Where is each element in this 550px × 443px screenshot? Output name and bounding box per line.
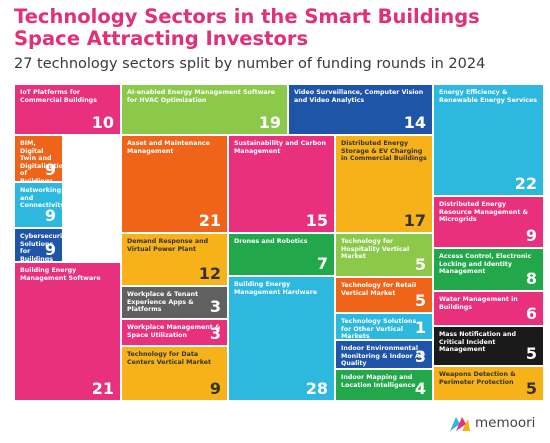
tile-label: Drones and Robotics bbox=[234, 238, 308, 245]
tile-value: 3 bbox=[414, 347, 426, 366]
treemap-tile-distributed-energy-resource-management-and-microgrids: Distributed Energy Resource Management &… bbox=[433, 196, 544, 248]
tile-label: Access Control, Electronic Locking and I… bbox=[439, 253, 532, 276]
tile-value: 9 bbox=[209, 379, 221, 398]
tile-value: 19 bbox=[258, 113, 281, 132]
treemap-tile-demand-response-and-virtual-power-plant: Demand Response and Virtual Power Plant 1… bbox=[121, 233, 228, 286]
tile-value: 5 bbox=[414, 291, 426, 310]
treemap-tile-technology-solutions-for-other-vertical-markets: Technology Solutions for Other Vertical … bbox=[335, 313, 433, 340]
chart-subtitle: 27 technology sectors split by number of… bbox=[14, 56, 486, 72]
tile-label: Mass Notification and Critical Incident … bbox=[439, 331, 517, 354]
treemap-tile-indoor-environmental-monitoring-and-indoor-air-quality: Indoor Environmental Monitoring & Indoor… bbox=[335, 340, 433, 369]
tile-label: Energy Efficiency & Renewable Energy Ser… bbox=[439, 89, 537, 104]
tile-value: 9 bbox=[44, 160, 56, 179]
treemap-tile-workplace-and-tenant-experience-apps-and-platforms: Workplace & Tenant Experience Apps & Pla… bbox=[121, 286, 228, 319]
tile-value: 22 bbox=[514, 174, 537, 193]
tile-value: 3 bbox=[209, 324, 221, 343]
tile-label: Technology for Data Centers Vertical Mar… bbox=[127, 351, 212, 366]
tile-value: 9 bbox=[44, 240, 56, 259]
tile-value: 10 bbox=[91, 113, 114, 132]
treemap-tile-networking-and-connectivity: Networking and Connectivity 9 bbox=[14, 182, 63, 228]
tile-label: Workplace & Tenant Experience Apps & Pla… bbox=[127, 291, 199, 314]
tile-label: BIM, Digital Twin and Digitalization of … bbox=[20, 140, 63, 182]
tile-label: Technology Solutions for Other Vertical … bbox=[341, 318, 417, 340]
tile-value: 12 bbox=[198, 264, 221, 283]
tile-label: Indoor Mapping and Location Intelligence bbox=[341, 374, 416, 389]
tile-label: Networking and Connectivity bbox=[20, 187, 63, 210]
tile-value: 14 bbox=[403, 113, 426, 132]
treemap-tile-bim-digital-twin-and-digitalization-of-buildings: BIM, Digital Twin and Digitalization of … bbox=[14, 135, 63, 182]
chart-title: Technology Sectors in the Smart Building… bbox=[14, 5, 480, 50]
tile-value: 21 bbox=[198, 211, 221, 230]
tile-label: Workplace Management & Space Utilization bbox=[127, 324, 221, 339]
treemap-tile-sustainability-and-carbon-management: Sustainability and Carbon Management 15 bbox=[228, 135, 335, 233]
tile-label: Weapons Detection & Perimeter Protection bbox=[439, 371, 516, 386]
tile-value: 17 bbox=[403, 211, 426, 230]
treemap-tile-access-control-electronic-locking-and-identity-management: Access Control, Electronic Locking and I… bbox=[433, 248, 544, 291]
tile-value: 7 bbox=[316, 254, 328, 273]
tile-value: 4 bbox=[414, 379, 426, 398]
treemap-tile-iot-platforms-for-commercial-buildings: IoT Platforms for Commercial Buildings 10 bbox=[14, 84, 121, 135]
treemap-tile-weapons-detection-and-perimeter-protection: Weapons Detection & Perimeter Protection… bbox=[433, 366, 544, 401]
tile-value: 21 bbox=[91, 379, 114, 398]
tile-label: AI-enabled Energy Management Software fo… bbox=[127, 89, 276, 104]
tile-label: Water Management in Buildings bbox=[439, 296, 518, 311]
treemap-tile-workplace-management-and-space-utilization: Workplace Management & Space Utilization… bbox=[121, 319, 228, 346]
memoori-logo: memoori bbox=[448, 411, 538, 437]
tile-label: Demand Response and Virtual Power Plant bbox=[127, 238, 209, 253]
treemap-tile-technology-for-retail-vertical-market: Technology for Retail Vertical Market 5 bbox=[335, 277, 433, 313]
tile-value: 8 bbox=[525, 269, 537, 288]
tile-label: Distributed Energy Resource Management &… bbox=[439, 201, 529, 224]
treemap-tile-ai-enabled-energy-management-software-for-hvac-optimization: AI-enabled Energy Management Software fo… bbox=[121, 84, 288, 135]
tile-value: 5 bbox=[525, 344, 537, 363]
treemap-tile-energy-efficiency-and-renewable-energy-services: Energy Efficiency & Renewable Energy Ser… bbox=[433, 84, 544, 196]
tile-value: 5 bbox=[525, 379, 537, 398]
tile-label: Indoor Environmental Monitoring & Indoor… bbox=[341, 345, 426, 368]
tile-value: 15 bbox=[305, 211, 328, 230]
treemap-tile-technology-for-data-centers-vertical-market: Technology for Data Centers Vertical Mar… bbox=[121, 346, 228, 401]
tile-value: 5 bbox=[414, 255, 426, 274]
tile-value: 6 bbox=[525, 304, 537, 323]
treemap-tile-distributed-energy-storage-and-ev-charging-in-commercial-buildings: Distributed Energy Storage & EV Charging… bbox=[335, 135, 433, 233]
treemap-tile-water-management-in-buildings: Water Management in Buildings 6 bbox=[433, 291, 544, 326]
treemap-tile-building-energy-management-software: Building Energy Management Software 21 bbox=[14, 262, 121, 401]
tile-value: 28 bbox=[305, 379, 328, 398]
tile-label: Technology for Retail Vertical Market bbox=[341, 282, 417, 297]
tile-label: Building Energy Management Software bbox=[20, 267, 101, 282]
tile-label: Asset and Maintenance Management bbox=[127, 140, 210, 155]
treemap-tile-indoor-mapping-and-location-intelligence: Indoor Mapping and Location Intelligence… bbox=[335, 369, 433, 401]
treemap-tile-building-energy-management-hardware: Building Energy Management Hardware 28 bbox=[228, 276, 335, 401]
tile-label: Sustainability and Carbon Management bbox=[234, 140, 326, 155]
memoori-logo-icon bbox=[450, 417, 470, 431]
tile-label: Video Surveillance, Computer Vision and … bbox=[294, 89, 424, 104]
tile-value: 9 bbox=[44, 206, 56, 225]
treemap-tile-drones-and-robotics: Drones and Robotics 7 bbox=[228, 233, 335, 276]
tile-label: IoT Platforms for Commercial Buildings bbox=[20, 89, 97, 104]
tile-label: Technology for Hospitality Vertical Mark… bbox=[341, 238, 410, 261]
treemap-tile-asset-and-maintenance-management: Asset and Maintenance Management 21 bbox=[121, 135, 228, 233]
tile-label: Cybersecurity Solutions for Buildings bbox=[20, 233, 63, 262]
tile-label: Distributed Energy Storage & EV Charging… bbox=[341, 140, 427, 163]
tile-value: 3 bbox=[209, 297, 221, 316]
treemap-tile-technology-for-hospitality-vertical-market: Technology for Hospitality Vertical Mark… bbox=[335, 233, 433, 277]
logo-text: memoori bbox=[475, 415, 536, 431]
treemap-chart: IoT Platforms for Commercial Buildings 10… bbox=[14, 84, 544, 401]
tile-label: Building Energy Management Hardware bbox=[234, 281, 318, 296]
tile-value: 1 bbox=[414, 318, 426, 337]
treemap-tile-mass-notification-and-critical-incident-management: Mass Notification and Critical Incident … bbox=[433, 326, 544, 366]
treemap-tile-video-surveillance-computer-vision-and-video-analytics: Video Surveillance, Computer Vision and … bbox=[288, 84, 433, 135]
tile-value: 9 bbox=[525, 226, 537, 245]
